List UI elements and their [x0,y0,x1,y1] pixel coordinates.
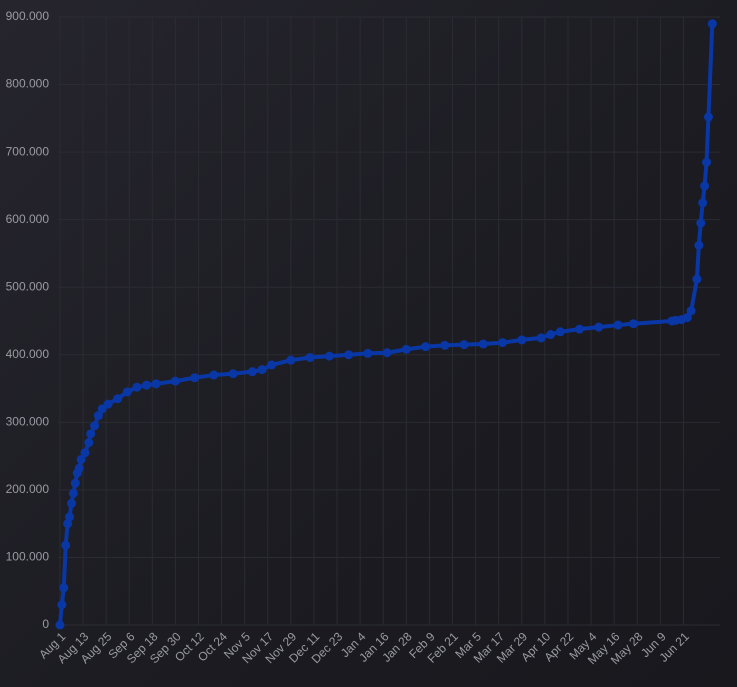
point [113,394,123,404]
point [344,350,354,360]
point [132,382,142,392]
point [692,274,702,284]
y-tick-label: 800.000 [6,77,50,91]
y-tick-label: 400.000 [6,347,50,361]
point [382,348,392,358]
point [698,198,708,208]
point [61,540,71,550]
point [286,355,296,365]
point [267,360,277,370]
point [628,319,638,329]
point [694,240,704,250]
point [66,498,76,508]
point [55,620,65,630]
point [536,333,546,343]
point [93,411,103,421]
point [517,335,527,345]
point [478,339,488,349]
point [63,519,73,529]
point [401,344,411,354]
point [103,399,113,409]
point [142,380,152,390]
point [686,306,696,316]
point [68,488,78,498]
point [696,218,706,228]
point [459,340,469,350]
y-tick-label: 600.000 [6,212,50,226]
point [90,421,100,431]
point [86,429,96,439]
point [703,112,713,122]
y-tick-label: 100.000 [6,550,50,564]
y-tick-label: 200.000 [6,482,50,496]
point [324,351,334,361]
y-tick-label: 900.000 [6,9,50,23]
point [707,19,717,29]
point [546,330,556,340]
point [594,322,604,332]
point [76,454,86,464]
point [247,367,257,377]
y-tick-label: 700.000 [6,144,50,158]
y-tick-label: 500.000 [6,279,50,293]
point [702,157,712,167]
point [440,340,450,350]
point [555,327,565,337]
point [575,324,585,334]
point [305,352,315,362]
point [65,512,75,522]
point [74,463,84,473]
point [700,181,710,191]
point [151,379,161,389]
point [57,600,67,610]
point [613,320,623,330]
point [59,583,69,593]
point [190,373,200,383]
point [682,313,692,323]
point [421,342,431,352]
point [80,448,90,458]
y-tick-label: 0 [42,617,49,631]
y-tick-label: 300.000 [6,415,50,429]
point [209,370,219,380]
point [70,478,80,488]
point [122,387,132,397]
point [84,438,94,448]
point [257,365,267,375]
point [228,369,238,379]
point [498,338,508,348]
point [170,376,180,386]
point [363,348,373,358]
